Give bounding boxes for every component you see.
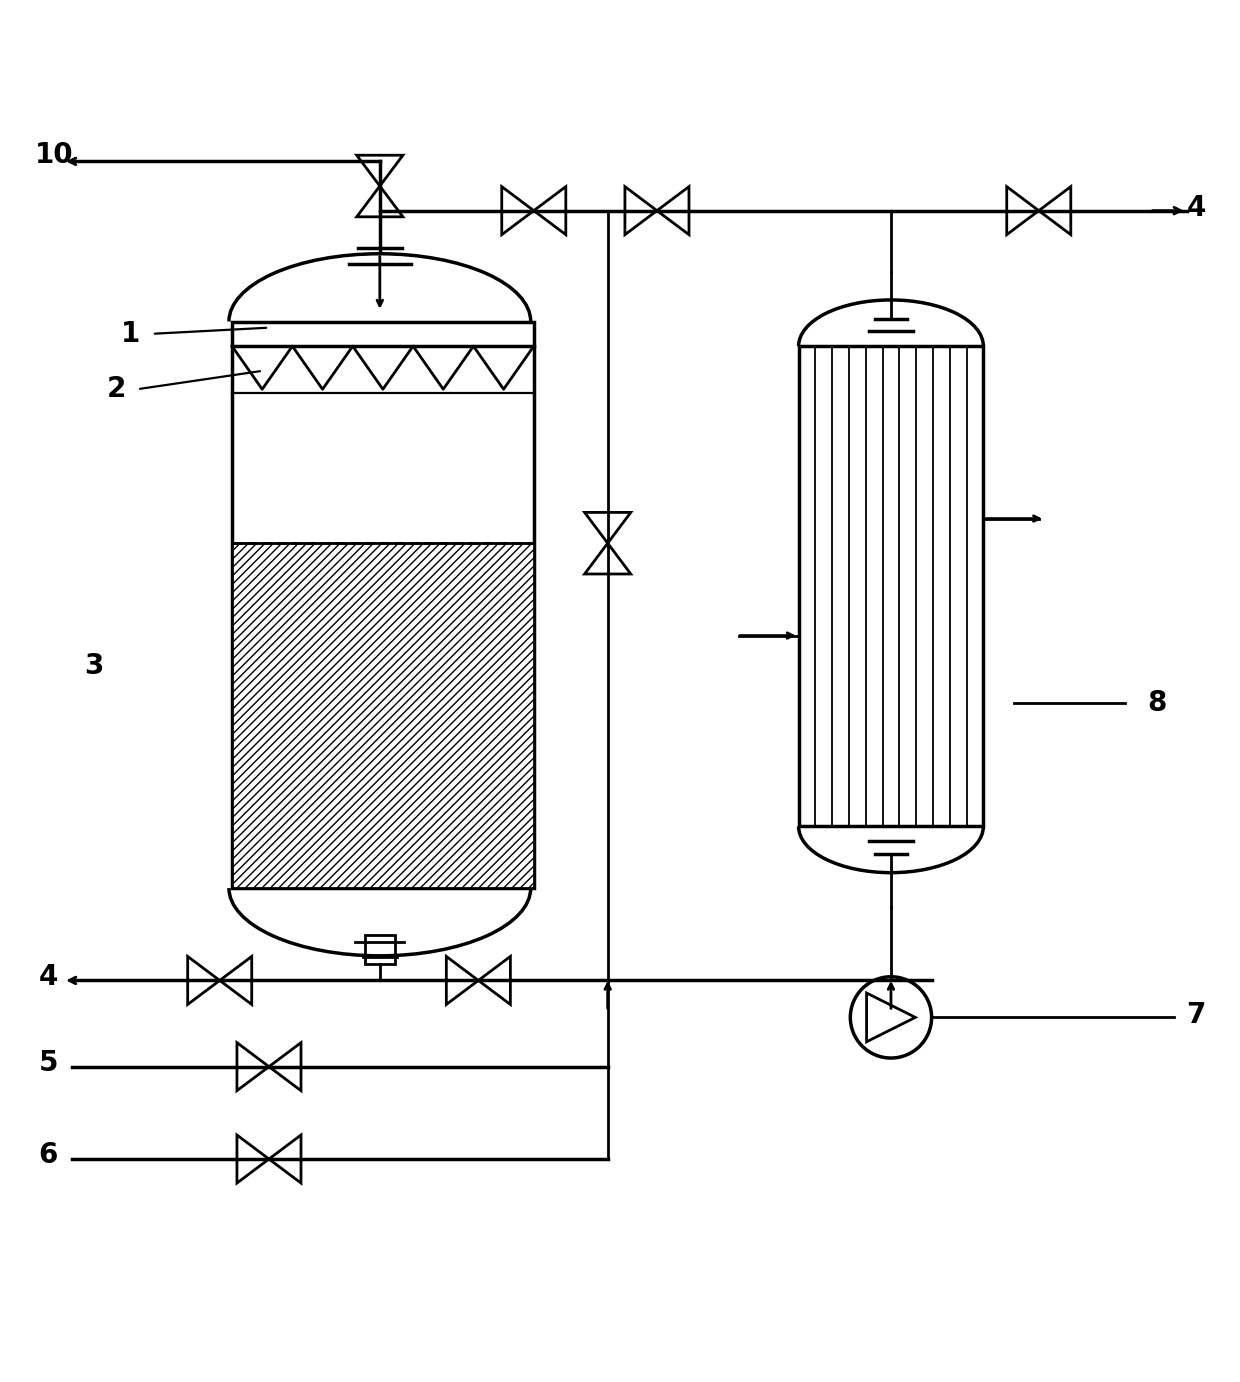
- Text: 7: 7: [1187, 1001, 1207, 1030]
- Bar: [232, 543, 533, 889]
- Bar: [365, 934, 394, 965]
- Text: 4: 4: [38, 963, 58, 991]
- Text: 3: 3: [84, 652, 104, 680]
- Bar: [232, 322, 533, 889]
- Text: 1: 1: [122, 319, 140, 348]
- Text: 10: 10: [35, 141, 73, 169]
- Text: 6: 6: [38, 1142, 58, 1169]
- Bar: [799, 346, 983, 826]
- Text: 2: 2: [107, 376, 125, 404]
- Text: 5: 5: [38, 1049, 58, 1077]
- Text: 8: 8: [1147, 690, 1167, 717]
- Text: 4: 4: [1187, 195, 1207, 223]
